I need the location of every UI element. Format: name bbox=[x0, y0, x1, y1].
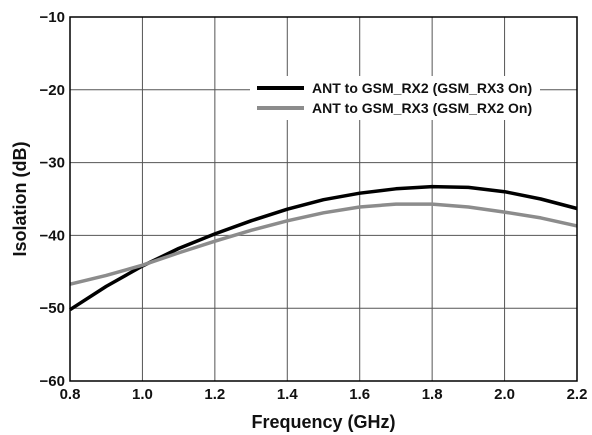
y-tick-label: −20 bbox=[40, 82, 65, 99]
legend-background bbox=[250, 76, 540, 120]
y-axis-ticks: −60 −50 −40 −30 −20 −10 bbox=[40, 9, 65, 390]
x-axis-ticks: 0.8 1.0 1.2 1.4 1.6 1.8 2.0 2.2 bbox=[60, 386, 588, 403]
x-axis-title: Frequency (GHz) bbox=[251, 412, 395, 432]
y-tick-label: −30 bbox=[40, 155, 65, 172]
legend: ANT to GSM_RX2 (GSM_RX3 On) ANT to GSM_R… bbox=[250, 76, 540, 120]
y-tick-label: −50 bbox=[40, 300, 65, 317]
x-tick-label: 1.8 bbox=[422, 386, 443, 403]
x-tick-label: 1.2 bbox=[204, 386, 225, 403]
x-tick-label: 2.2 bbox=[567, 386, 588, 403]
x-tick-label: 2.0 bbox=[494, 386, 515, 403]
y-tick-label: −10 bbox=[40, 9, 65, 26]
legend-label-series-1: ANT to GSM_RX2 (GSM_RX3 On) bbox=[312, 80, 532, 96]
x-tick-label: 0.8 bbox=[60, 386, 81, 403]
series-line-2 bbox=[69, 202, 578, 286]
x-tick-label: 1.0 bbox=[132, 386, 153, 403]
series-lines bbox=[69, 184, 578, 312]
x-tick-label: 1.6 bbox=[349, 386, 370, 403]
y-axis-title: Isolation (dB) bbox=[10, 142, 30, 257]
plot-frame bbox=[69, 16, 578, 382]
x-tick-label: 1.4 bbox=[277, 386, 299, 403]
series-line-1 bbox=[69, 184, 578, 312]
y-tick-label: −40 bbox=[40, 227, 65, 244]
y-tick-label: −60 bbox=[40, 373, 65, 390]
legend-label-series-2: ANT to GSM_RX3 (GSM_RX2 On) bbox=[312, 100, 532, 116]
